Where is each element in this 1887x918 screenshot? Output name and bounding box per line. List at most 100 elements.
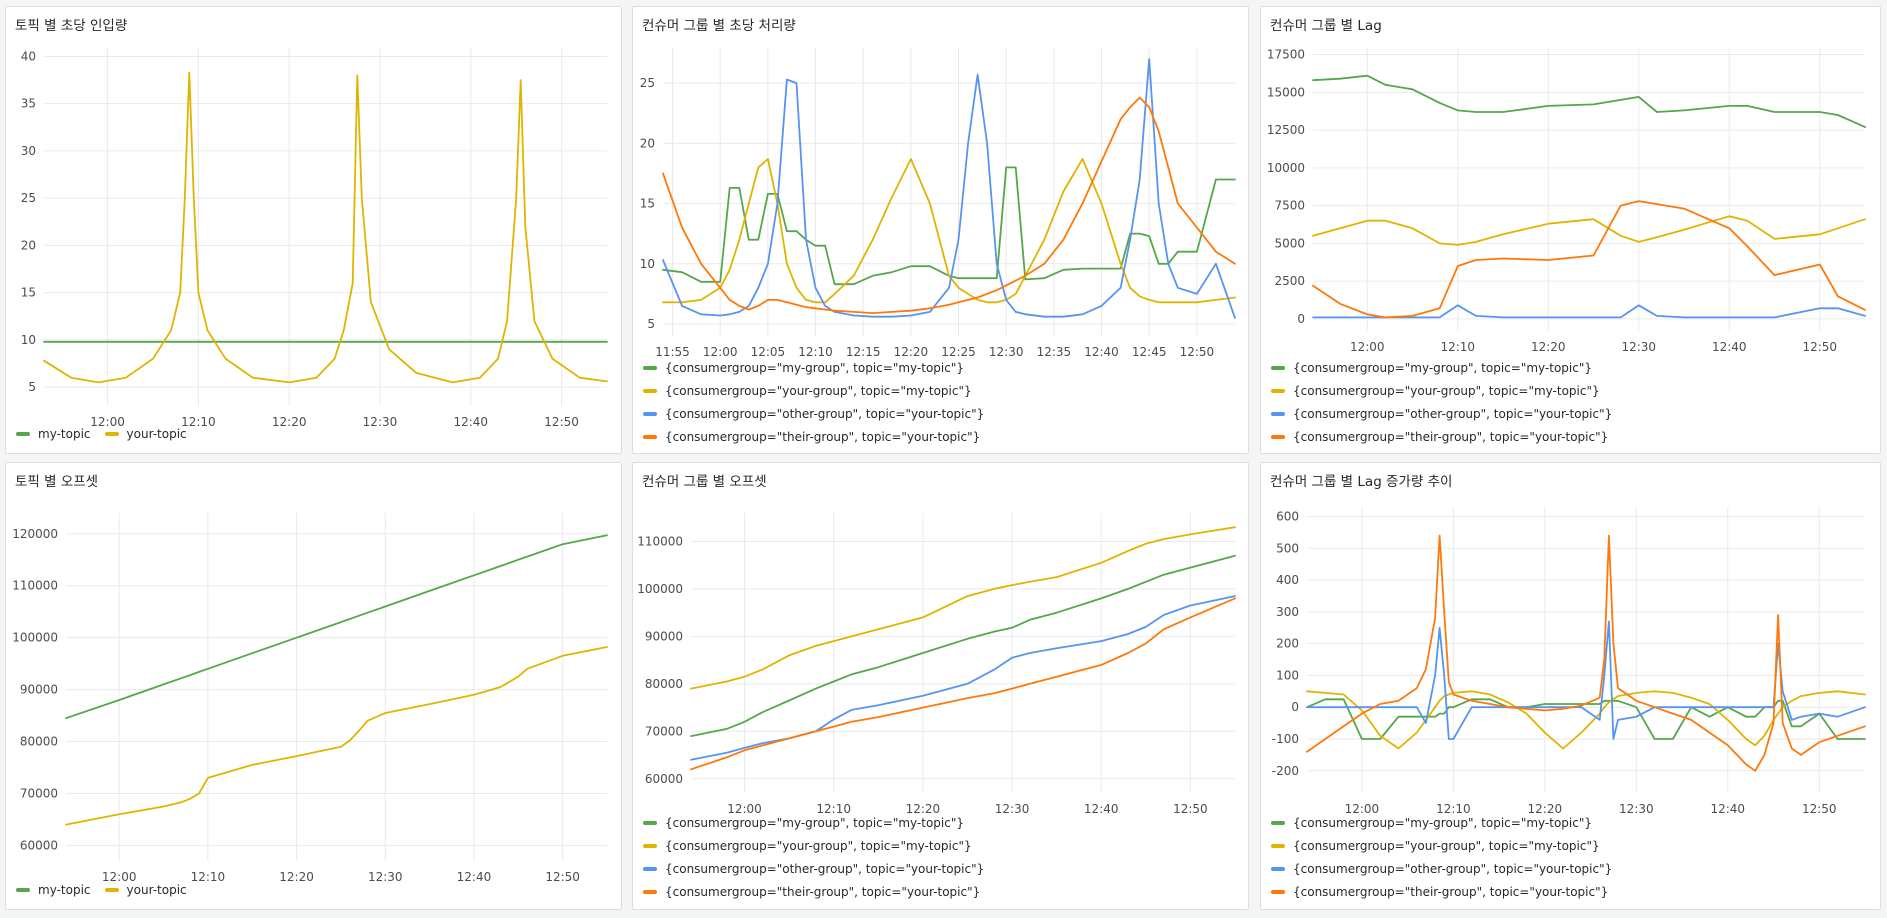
legend-label: my-topic xyxy=(38,883,91,897)
legend-swatch xyxy=(1271,388,1285,393)
panel-title[interactable]: 컨슈머 그룹 별 오프셋 xyxy=(642,474,767,490)
series-line-1[interactable] xyxy=(662,158,1236,304)
y-tick-label: 12500 xyxy=(1267,123,1305,137)
legend-item[interactable]: {consumergroup="other-group", topic="you… xyxy=(1271,857,1612,880)
x-tick-label: 12:25 xyxy=(941,345,976,359)
y-tick-label: 110000 xyxy=(12,579,58,593)
legend-label: {consumergroup="my-group", topic="my-top… xyxy=(1293,360,1592,375)
x-tick-label: 12:10 xyxy=(798,345,833,359)
legend-label: {consumergroup="my-group", topic="my-top… xyxy=(665,815,964,830)
series-line-2[interactable] xyxy=(662,58,1236,319)
y-tick-label: 0 xyxy=(1291,700,1299,714)
chart: -200 -100 0 100 200 300 400 500 600 12:00 12:10 12:… xyxy=(1272,507,1866,816)
legend-item[interactable]: {consumergroup="their-group", topic="you… xyxy=(1271,880,1612,903)
legend-label: {consumergroup="their-group", topic="you… xyxy=(1293,429,1609,444)
x-tick-label: 12:20 xyxy=(279,870,314,884)
x-tick-label: 12:30 xyxy=(995,802,1030,816)
x-tick-label: 12:10 xyxy=(1436,802,1471,816)
y-tick-label: 40 xyxy=(21,49,36,63)
x-tick-label: 12:50 xyxy=(1802,340,1837,354)
series-line-3[interactable] xyxy=(662,96,1236,314)
series-line-3[interactable] xyxy=(1306,534,1866,772)
x-tick-label: 12:00 xyxy=(727,802,762,816)
x-tick-label: 12:30 xyxy=(1619,802,1654,816)
x-tick-label: 12:20 xyxy=(906,802,941,816)
legend-label: {consumergroup="other-group", topic="you… xyxy=(665,861,985,876)
legend-swatch xyxy=(643,866,657,871)
legend-label: {consumergroup="your-group", topic="my-t… xyxy=(1293,838,1600,853)
legend-label: {consumergroup="your-group", topic="my-t… xyxy=(1293,383,1600,398)
legend-swatch xyxy=(1271,365,1285,370)
legend-label: {consumergroup="their-group", topic="you… xyxy=(665,429,981,444)
y-tick-label: 60000 xyxy=(20,838,58,852)
panel-title[interactable]: 컨슈머 그룹 별 Lag 증가량 추이 xyxy=(1270,474,1453,490)
legend-item[interactable]: {consumergroup="other-group", topic="you… xyxy=(1271,402,1612,425)
y-tick-label: 30 xyxy=(21,144,36,158)
panel-title[interactable]: 토픽 별 초당 인입량 xyxy=(15,18,128,34)
legend-item[interactable]: {consumergroup="my-group", topic="my-top… xyxy=(1271,356,1612,379)
panel-consumer-offset: 컨슈머 그룹 별 오프셋 60000 70000 80000 90000 100000 1… xyxy=(632,462,1249,910)
legend-item[interactable]: my-topic xyxy=(16,883,91,897)
legend-label: {consumergroup="my-group", topic="my-top… xyxy=(1293,815,1592,830)
y-tick-label: 0 xyxy=(1297,312,1305,326)
series-line-1[interactable] xyxy=(690,526,1236,690)
y-tick-label: 110000 xyxy=(637,534,683,548)
series-line-2[interactable] xyxy=(690,595,1236,761)
series-line-1[interactable] xyxy=(1312,215,1866,246)
legend-item[interactable]: {consumergroup="their-group", topic="you… xyxy=(643,425,984,448)
legend-item[interactable]: {consumergroup="my-group", topic="my-top… xyxy=(643,356,984,379)
y-tick-label: 10000 xyxy=(1267,161,1305,175)
y-tick-label: 90000 xyxy=(20,683,58,697)
panel-title[interactable]: 컨슈머 그룹 별 Lag xyxy=(1270,18,1382,34)
legend-swatch xyxy=(643,820,657,825)
legend-swatch xyxy=(643,411,657,416)
legend-swatch xyxy=(643,889,657,894)
y-tick-label: 20 xyxy=(640,136,655,150)
legend-label: {consumergroup="my-group", topic="my-top… xyxy=(665,360,964,375)
series-line-1[interactable] xyxy=(65,646,608,826)
panel-title[interactable]: 컨슈머 그룹 별 초당 처리량 xyxy=(642,18,796,34)
legend-item[interactable]: {consumergroup="their-group", topic="you… xyxy=(1271,425,1612,448)
legend-item[interactable]: {consumergroup="other-group", topic="you… xyxy=(643,857,984,880)
panel-title[interactable]: 토픽 별 오프셋 xyxy=(15,474,99,490)
y-tick-label: 100000 xyxy=(12,631,58,645)
series-line-0[interactable] xyxy=(1312,74,1866,128)
x-tick-label: 12:30 xyxy=(368,870,403,884)
grid xyxy=(1313,47,1865,331)
legend-item[interactable]: {consumergroup="your-group", topic="my-t… xyxy=(643,834,984,857)
panel-consumer-throughput: 컨슈머 그룹 별 초당 처리량 5 10 15 20 25 11:55 12:00 12:05… xyxy=(632,6,1249,454)
series-line-2[interactable] xyxy=(1312,304,1866,319)
series-line-3[interactable] xyxy=(1312,200,1866,319)
series-line-1[interactable] xyxy=(43,71,608,384)
legend-swatch xyxy=(1271,411,1285,416)
series-line-0[interactable] xyxy=(65,534,608,720)
y-tick-label: 20 xyxy=(21,238,36,252)
series-line-3[interactable] xyxy=(690,597,1236,771)
legend: {consumergroup="my-group", topic="my-top… xyxy=(643,811,984,903)
legend-swatch xyxy=(1271,866,1285,871)
legend-item[interactable]: {consumergroup="their-group", topic="you… xyxy=(643,880,984,903)
x-tick-label: 12:10 xyxy=(191,870,226,884)
series-line-0[interactable] xyxy=(690,554,1236,737)
y-tick-label: 70000 xyxy=(20,786,58,800)
x-tick-label: 12:00 xyxy=(102,870,137,884)
y-tick-label: 400 xyxy=(1276,573,1299,587)
legend-item[interactable]: {consumergroup="other-group", topic="you… xyxy=(643,402,984,425)
series-line-0[interactable] xyxy=(662,166,1236,286)
legend-item[interactable]: {consumergroup="your-group", topic="my-t… xyxy=(1271,379,1612,402)
grid xyxy=(1307,507,1865,793)
y-tick-label: 100000 xyxy=(637,582,683,596)
x-tick-label: 12:05 xyxy=(751,345,786,359)
y-tick-label: 80000 xyxy=(645,677,683,691)
legend-item[interactable]: my-topic xyxy=(16,427,91,441)
legend-item[interactable]: your-topic xyxy=(104,883,187,897)
legend-item[interactable]: {consumergroup="my-group", topic="my-top… xyxy=(1271,811,1612,834)
y-tick-label: 7500 xyxy=(1274,199,1305,213)
legend-item[interactable]: {consumergroup="your-group", topic="my-t… xyxy=(1271,834,1612,857)
legend-item[interactable]: {consumergroup="my-group", topic="my-top… xyxy=(643,811,984,834)
x-tick-label: 12:35 xyxy=(1037,345,1072,359)
x-tick-label: 12:30 xyxy=(363,415,398,429)
legend-item[interactable]: {consumergroup="your-group", topic="my-t… xyxy=(643,379,984,402)
y-tick-label: 300 xyxy=(1276,605,1299,619)
legend-item[interactable]: your-topic xyxy=(104,427,187,441)
